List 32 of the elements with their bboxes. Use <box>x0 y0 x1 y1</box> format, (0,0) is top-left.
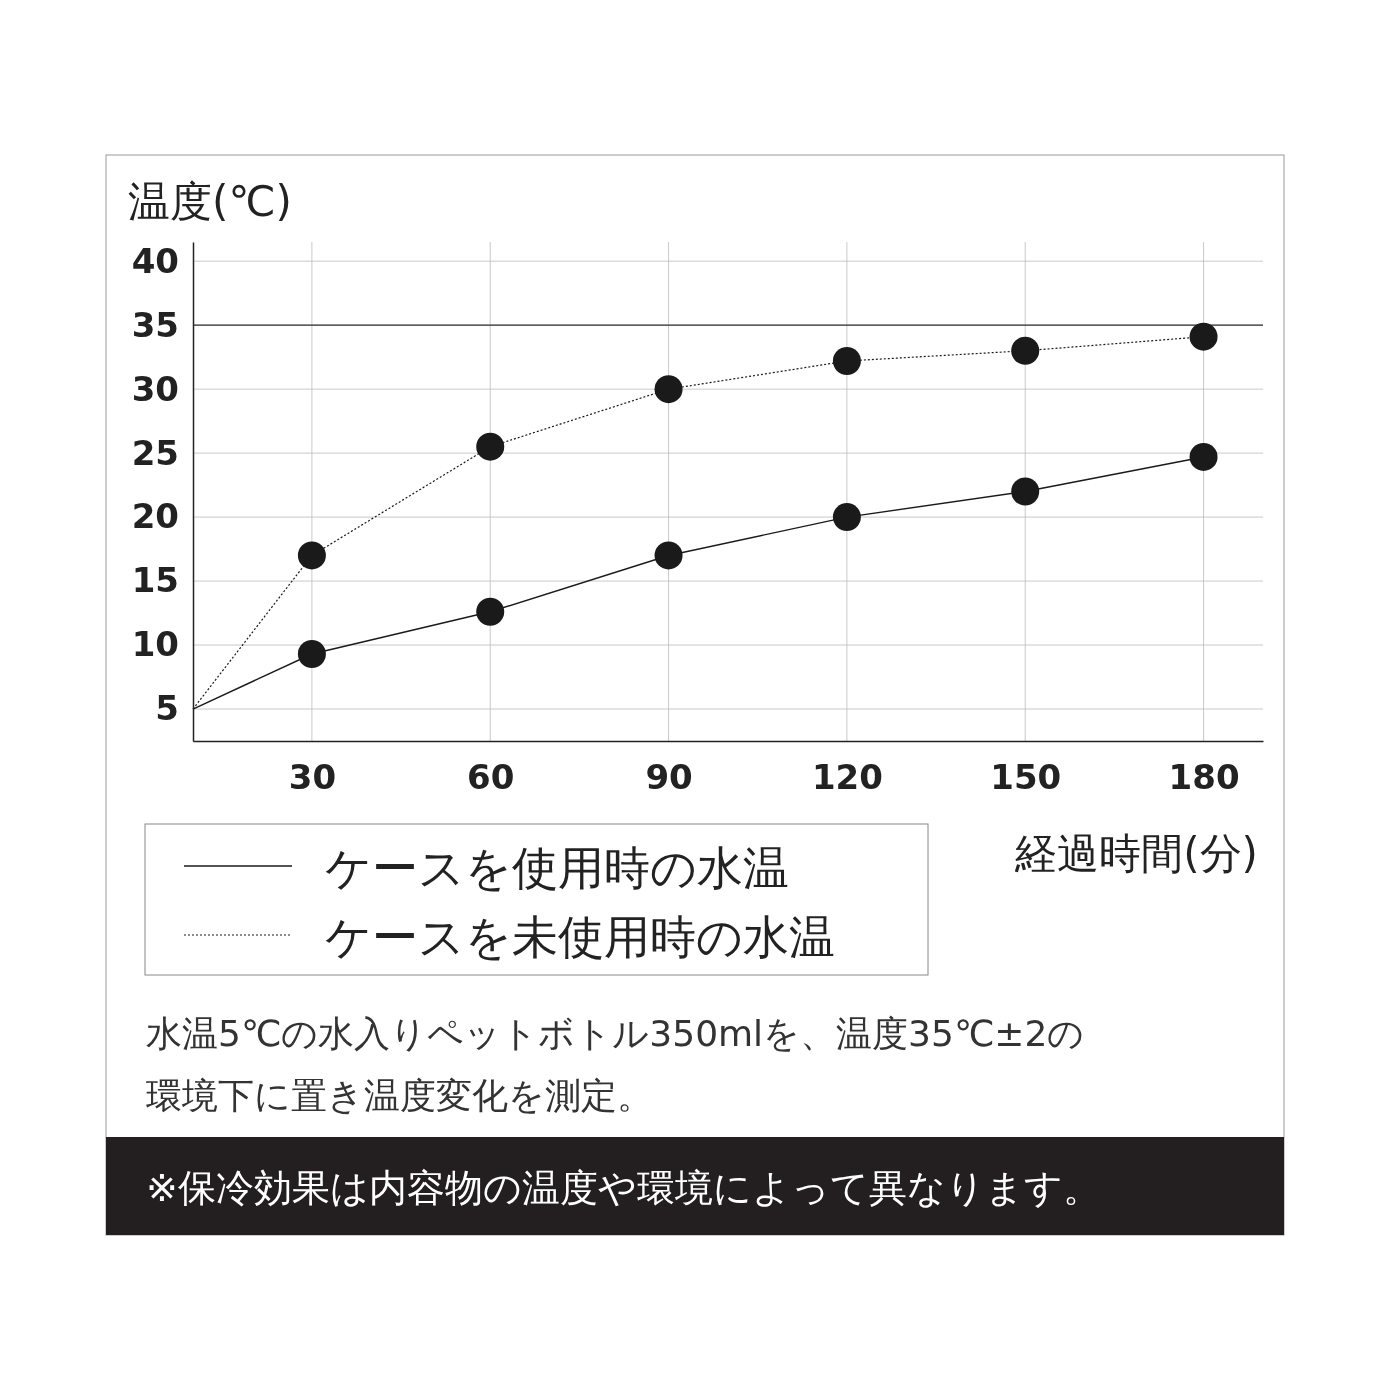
x-axis-title: 経過時間(分) <box>1014 829 1258 878</box>
point <box>1189 322 1218 351</box>
point <box>654 541 683 570</box>
point <box>1011 336 1040 365</box>
y-tick-label: 25 <box>131 432 179 473</box>
x-tick-label: 90 <box>645 757 693 798</box>
text: 水温5℃の水入りペットボトル350mlを、温度35℃±2の環境下に置き温度変化を測定。 <box>146 1013 1085 1116</box>
y-tick-label: 10 <box>131 624 179 665</box>
point <box>297 640 326 668</box>
y-tick-label: 15 <box>131 560 179 601</box>
x-tick-label: 150 <box>990 757 1062 798</box>
x-tick-label: 60 <box>467 757 515 798</box>
x-tick-label: 30 <box>288 757 337 798</box>
legend-label: ケースを未使用時の水温 <box>325 910 835 964</box>
y-axis-title: 温度(℃) <box>128 177 292 226</box>
y-tick-label: 5 <box>155 688 179 729</box>
y-tick-label: 20 <box>131 496 179 537</box>
y-tick-label: 40 <box>131 240 179 281</box>
point <box>832 503 861 532</box>
x-tick-label: 180 <box>1168 757 1240 798</box>
y-tick-label: 30 <box>131 368 179 409</box>
point <box>476 597 505 626</box>
point <box>1011 477 1040 506</box>
legend-label: ケースを使用時の水温 <box>325 841 789 895</box>
point <box>832 346 861 375</box>
x-tick-label: 120 <box>811 757 883 798</box>
y-tick-label: 35 <box>131 304 179 345</box>
point <box>654 375 683 404</box>
point <box>297 541 326 570</box>
text: ※保冷効果は内容物の温度や環境によって異なります。 <box>146 1166 1101 1210</box>
point <box>1189 442 1218 471</box>
point <box>476 432 505 461</box>
